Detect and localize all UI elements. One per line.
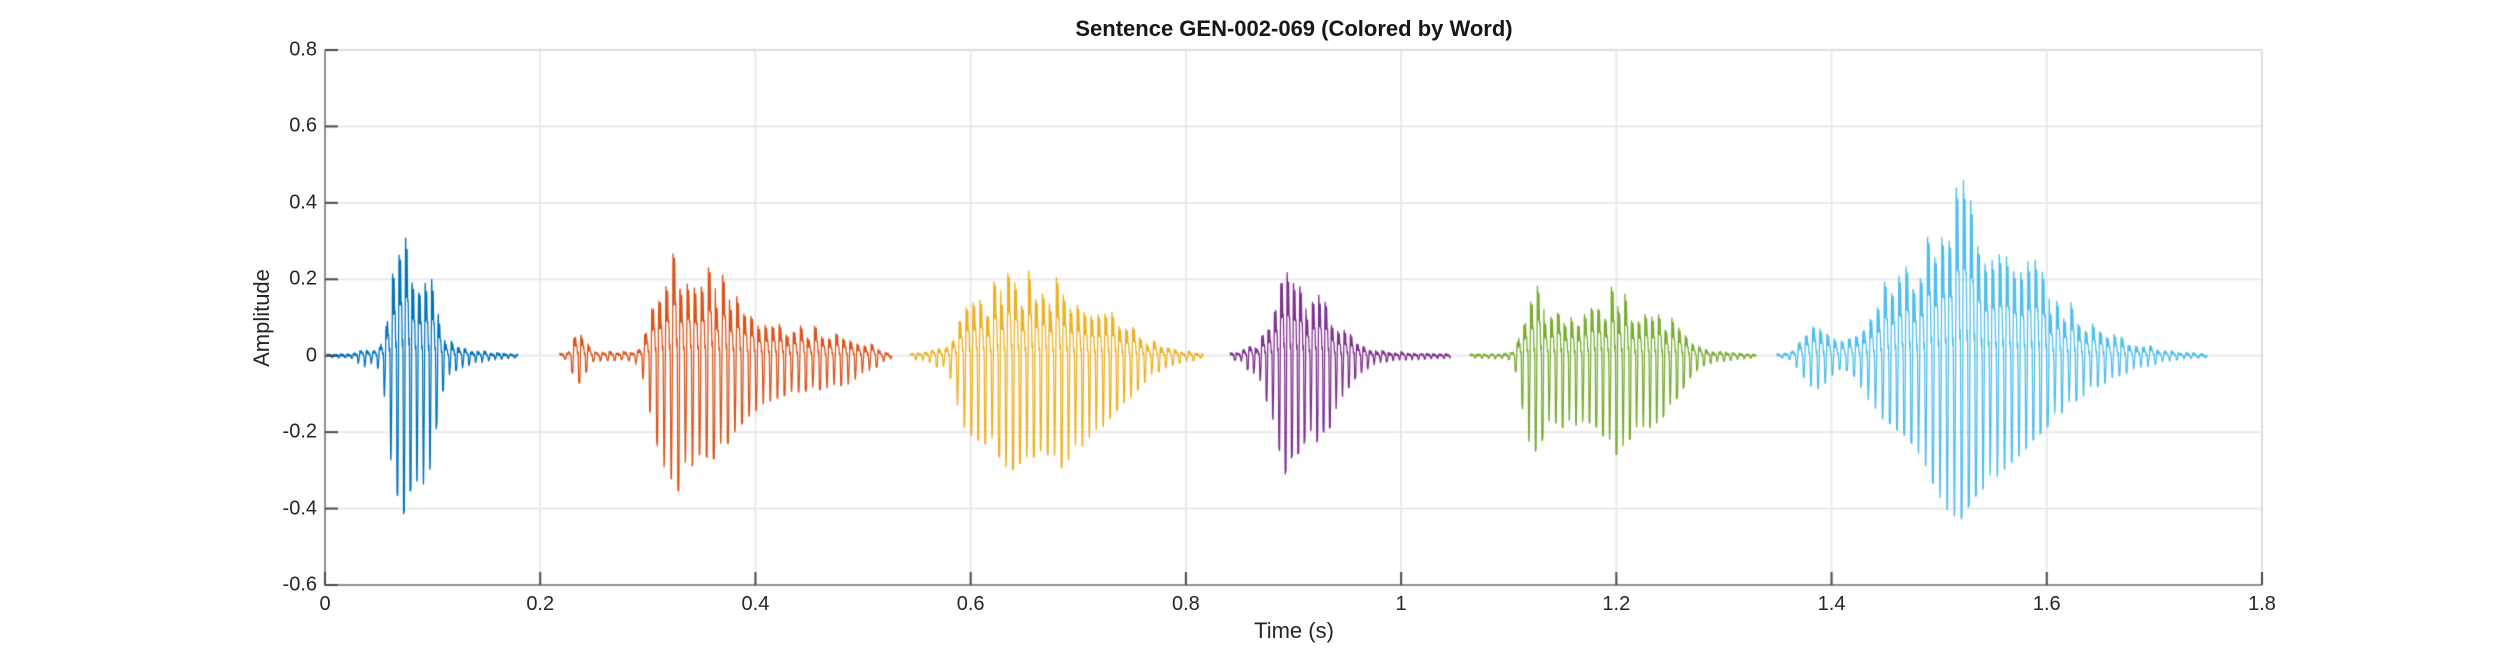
- x-tick-label: 0.2: [526, 593, 555, 615]
- x-tick-label: 1.6: [2032, 593, 2061, 615]
- y-tick-label: -0.4: [282, 497, 317, 520]
- plot-title: Sentence GEN-002-069 (Colored by Word): [1075, 16, 1513, 41]
- y-tick-label: 0.2: [289, 267, 317, 290]
- y-tick-label: 0.8: [289, 38, 317, 61]
- y-axis-label: Amplitude: [249, 269, 274, 367]
- y-tick-label: -0.6: [282, 573, 317, 596]
- x-tick-label: 1.8: [2248, 593, 2276, 615]
- x-tick-label: 0.4: [741, 593, 770, 615]
- y-tick-label: 0: [305, 344, 317, 367]
- x-tick-label: 0: [319, 593, 331, 615]
- y-tick-label: 0.6: [289, 114, 317, 137]
- x-tick-label: 1.4: [1817, 593, 1846, 615]
- x-tick-label: 1: [1395, 593, 1407, 615]
- x-tick-label: 1.2: [1602, 593, 1631, 615]
- x-tick-label: 0.8: [1171, 593, 1200, 615]
- y-tick-label: -0.2: [282, 420, 317, 443]
- y-tick-label: 0.4: [289, 191, 317, 214]
- x-tick-label: 0.6: [956, 593, 985, 615]
- x-axis-label: Time (s): [1254, 618, 1334, 643]
